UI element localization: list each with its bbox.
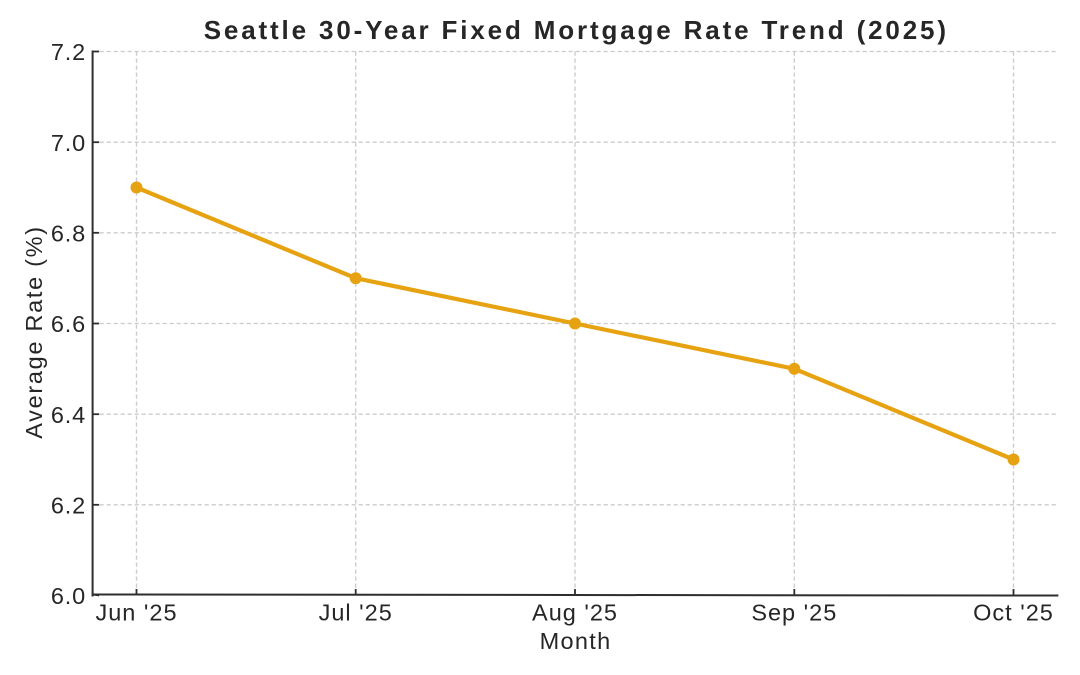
svg-text:6.4: 6.4 <box>51 402 86 428</box>
svg-text:7.0: 7.0 <box>51 130 86 156</box>
svg-text:Average Rate (%): Average Rate (%) <box>21 225 47 439</box>
svg-text:6.2: 6.2 <box>51 492 86 518</box>
svg-text:Jun '25: Jun '25 <box>95 600 177 626</box>
svg-text:6.0: 6.0 <box>51 583 86 609</box>
svg-text:6.8: 6.8 <box>51 220 86 246</box>
svg-text:7.2: 7.2 <box>51 39 86 65</box>
svg-text:Month: Month <box>540 628 612 654</box>
svg-text:Jul '25: Jul '25 <box>319 600 393 626</box>
svg-text:Sep '25: Sep '25 <box>751 600 837 626</box>
svg-text:Aug '25: Aug '25 <box>532 600 618 626</box>
svg-text:Oct '25: Oct '25 <box>973 600 1054 626</box>
svg-text:6.6: 6.6 <box>51 311 86 337</box>
svg-text:Seattle 30-Year Fixed Mortgage: Seattle 30-Year Fixed Mortgage Rate Tren… <box>204 15 949 45</box>
